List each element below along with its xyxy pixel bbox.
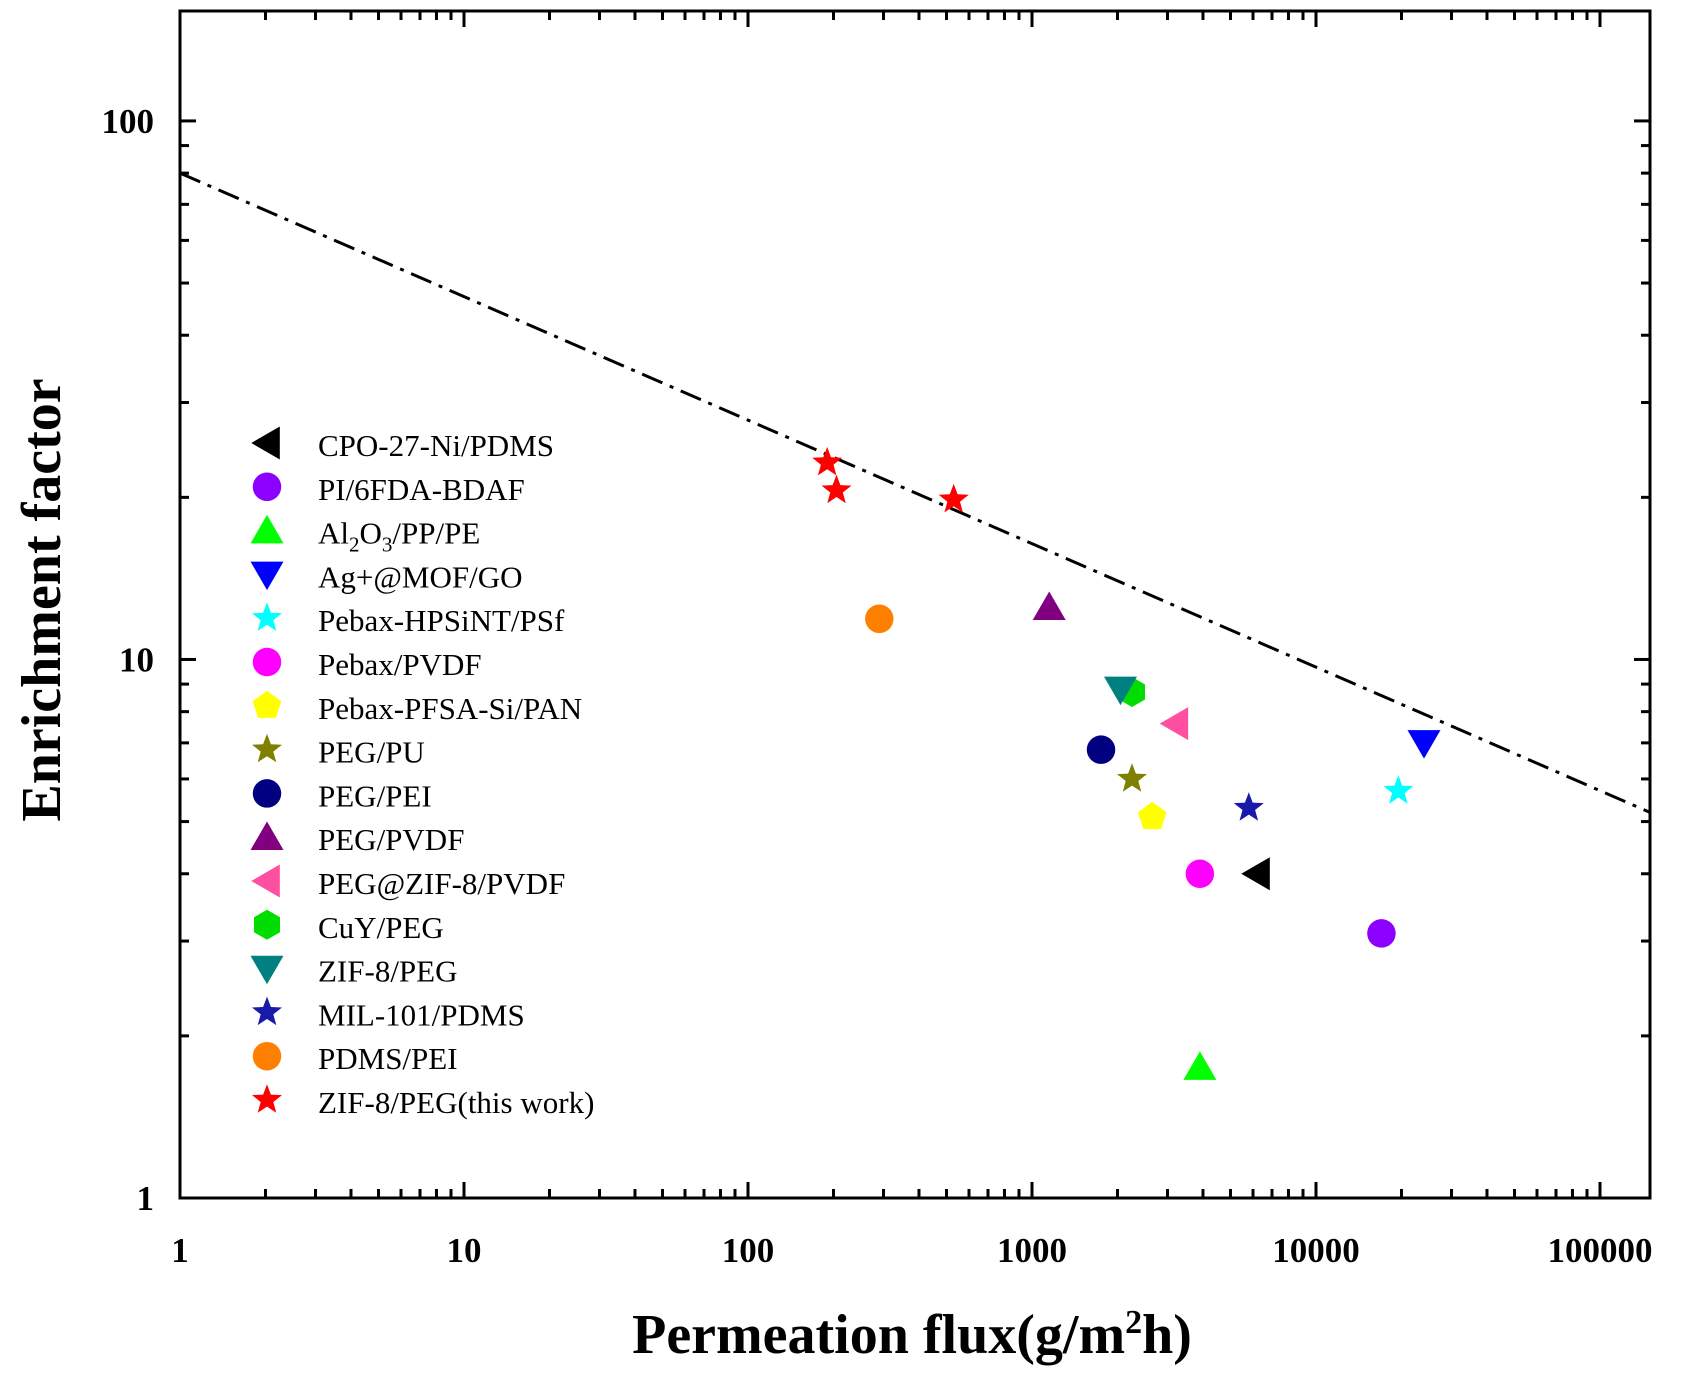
legend-label-part: /PP/PE — [392, 516, 480, 551]
data-points — [812, 446, 1441, 1080]
y-tick-label: 10 — [119, 640, 154, 679]
data-point — [865, 604, 894, 634]
legend-marker — [251, 864, 280, 898]
data-point — [1104, 676, 1137, 706]
legend-marker — [250, 821, 284, 850]
legend-label: ZIF-8/PEG — [318, 954, 458, 989]
data-point — [1185, 859, 1215, 889]
x-axis-title: Permeation flux(g/m2h) — [632, 1304, 1192, 1366]
legend-label-part: 3 — [382, 533, 393, 557]
data-point — [821, 474, 852, 504]
legend-label: Al2O3/PP/PE — [318, 516, 480, 557]
legend-label: ZIF-8/PEG(this work) — [318, 1085, 594, 1120]
legend-label: Pebax-HPSiNT/PSf — [318, 603, 565, 638]
legend-label-part: O — [360, 516, 382, 551]
y-tick-label: 1 — [137, 1179, 155, 1218]
y-tick-label: 100 — [102, 102, 155, 141]
legend-label-part: Al — [318, 516, 349, 551]
legend-label: PEG/PEI — [318, 778, 432, 813]
data-point — [1407, 730, 1441, 759]
x-tick-label: 10000 — [1272, 1231, 1360, 1270]
legend-label-part: 2 — [349, 533, 360, 557]
legend-label: CuY/PEG — [318, 910, 444, 945]
x-axis-title-sup: 2 — [1125, 1304, 1142, 1341]
data-point — [1383, 775, 1414, 804]
x-tick-label: 1 — [171, 1231, 189, 1270]
legend-marker — [252, 690, 282, 718]
legend-label: Pebax/PVDF — [318, 647, 482, 682]
x-tick-label: 10 — [446, 1231, 481, 1270]
legend-label: Ag+@MOF/GO — [318, 559, 523, 594]
data-point — [812, 446, 843, 476]
legend-marker — [250, 514, 284, 544]
axis-ticks: 1 10 100 1000 10000 100000 1 10 100 — [102, 11, 1652, 1270]
legend-label: PEG/PVDF — [318, 822, 464, 857]
legend-marker — [250, 955, 284, 985]
trend-line — [179, 171, 1651, 814]
x-axis-title-tail: h) — [1142, 1304, 1192, 1366]
legend-marker — [254, 909, 280, 940]
trend-line-layer — [179, 171, 1651, 814]
legend-label: CPO-27-Ni/PDMS — [318, 428, 554, 463]
legend-marker — [252, 472, 282, 502]
legend-label: PI/6FDA-BDAF — [318, 472, 525, 507]
y-axis-title: Enrichment factor — [11, 378, 73, 821]
legend-marker — [252, 733, 282, 763]
x-axis-title-main: Permeation flux(g/m — [632, 1304, 1125, 1366]
legend-marker — [250, 561, 284, 591]
legend-marker — [252, 602, 282, 631]
legend-label: PEG/PU — [318, 735, 425, 770]
data-point — [938, 483, 969, 513]
data-point — [1086, 735, 1116, 764]
data-point — [1241, 857, 1270, 891]
x-tick-label: 1000 — [997, 1231, 1067, 1270]
legend-marker — [252, 779, 282, 808]
data-point — [1137, 801, 1167, 830]
legend-label: PEG@ZIF-8/PVDF — [318, 866, 565, 901]
plot-frame — [178, 9, 1652, 1200]
legend: CPO-27-Ni/PDMSPI/6FDA-BDAFAl2O3/PP/PEAg+… — [250, 426, 594, 1120]
x-tick-label: 100000 — [1547, 1231, 1652, 1270]
legend-marker — [252, 1041, 282, 1071]
legend-marker — [251, 426, 280, 460]
legend-marker — [252, 647, 282, 677]
data-point — [1159, 707, 1189, 741]
data-point — [1183, 1051, 1217, 1080]
legend-label: MIL-101/PDMS — [318, 997, 525, 1032]
legend-label: PDMS/PEI — [318, 1041, 458, 1076]
data-point — [1233, 792, 1264, 821]
legend-marker — [252, 1084, 282, 1113]
data-point — [1117, 763, 1147, 792]
legend-marker — [252, 996, 282, 1026]
legend-label: Pebax-PFSA-Si/PAN — [318, 691, 582, 726]
x-tick-label: 100 — [722, 1231, 775, 1270]
data-point — [1032, 591, 1066, 620]
data-point — [1367, 919, 1396, 948]
